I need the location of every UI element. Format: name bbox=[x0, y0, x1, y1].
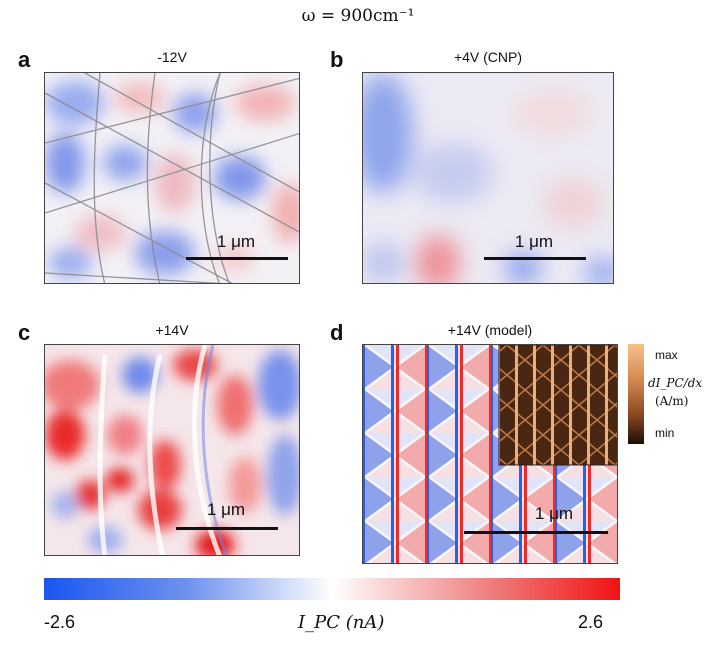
panel-d-label: +14V (model) bbox=[447, 322, 533, 338]
map-panel-d bbox=[362, 344, 618, 564]
panel-letter-b: b bbox=[330, 47, 344, 72]
scalebar-c bbox=[176, 527, 278, 530]
colorbar-title: I_PC (nA) bbox=[298, 612, 385, 633]
figure-title: ω = 900cm⁻¹ bbox=[301, 6, 415, 26]
inset-colorbar-max: max bbox=[655, 348, 678, 362]
map-panel-b bbox=[362, 72, 614, 284]
scale-label-d: 1 μm bbox=[534, 504, 574, 523]
panel-letter-d: d bbox=[330, 320, 344, 345]
main-colorbar bbox=[44, 578, 620, 600]
inset-colorbar-min: min bbox=[655, 426, 675, 440]
scalebar-b bbox=[484, 257, 586, 260]
panel-c-label: +14V bbox=[155, 322, 189, 338]
colorbar-max-label: 2.6 bbox=[578, 612, 604, 632]
panel-letter-a: a bbox=[18, 47, 31, 72]
map-panel-a bbox=[44, 72, 300, 284]
scalebar-a bbox=[186, 257, 288, 260]
scale-label-c: 1 μm bbox=[206, 500, 246, 519]
map-panel-c bbox=[44, 344, 300, 556]
inset-colorbar-unit: (A/m) bbox=[655, 394, 689, 408]
panel-b-label: +4V (CNP) bbox=[453, 49, 523, 65]
inset-map bbox=[498, 345, 617, 466]
scalebar-d bbox=[464, 531, 608, 534]
panel-letter-c: c bbox=[18, 320, 31, 345]
panel-a-label: -12V bbox=[157, 49, 187, 65]
inset-colorbar-quantity: dI_PC/dx bbox=[648, 376, 703, 390]
inset-colorbar bbox=[628, 344, 644, 444]
scale-label-a: 1 μm bbox=[216, 232, 256, 251]
scale-label-b: 1 μm bbox=[514, 232, 554, 251]
colorbar-min-label: -2.6 bbox=[44, 612, 76, 632]
